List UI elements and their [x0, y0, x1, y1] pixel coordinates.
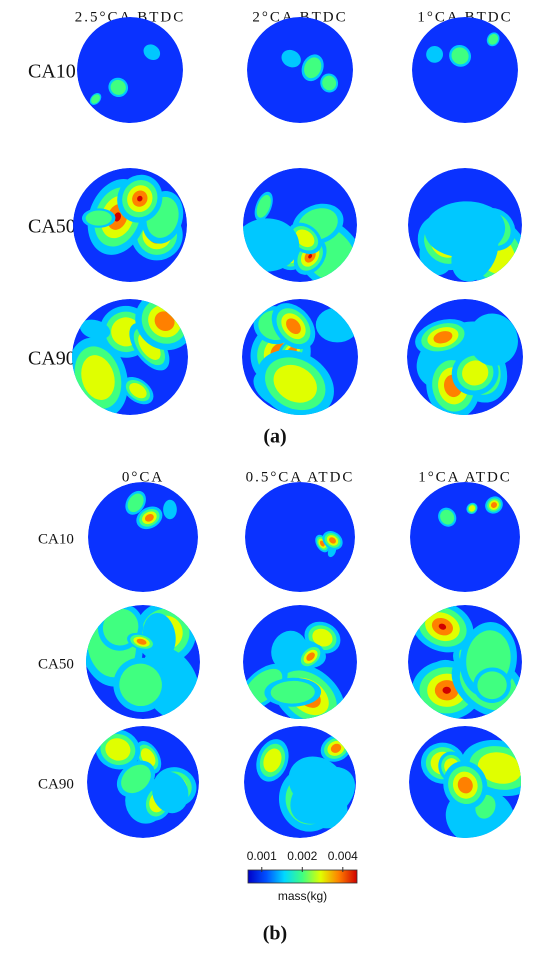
contour-blob — [440, 509, 455, 525]
contour-plot — [409, 726, 521, 838]
contour-blob — [426, 46, 444, 63]
domain-disc — [410, 482, 520, 592]
contour-blob — [129, 382, 147, 399]
contour-blob — [322, 75, 337, 91]
contour-blob — [477, 671, 507, 700]
panel-label: (a) — [263, 426, 286, 448]
contour-blob — [488, 33, 499, 45]
colorbar-title: mass(kg) — [278, 889, 327, 903]
contour-blob — [105, 738, 131, 761]
contour-blob — [304, 57, 322, 79]
contour-blob — [154, 311, 175, 332]
contour-plot — [243, 168, 357, 282]
contour-blob — [490, 502, 497, 508]
contour-blob — [110, 79, 126, 95]
contour-plot — [72, 299, 188, 415]
contour-blob — [144, 513, 154, 522]
contour-blob — [286, 318, 301, 335]
contour-blob — [295, 229, 315, 248]
contour-blob — [138, 333, 161, 360]
contour-blob — [424, 201, 506, 258]
contour-blob — [91, 94, 101, 104]
row-label: CA10 — [28, 61, 76, 83]
contour-blob — [136, 638, 147, 645]
contour-plot — [408, 168, 522, 282]
contour-blob — [438, 623, 447, 630]
row-label: CA90 — [38, 776, 74, 792]
contour-blob — [306, 652, 315, 661]
colorbar-tick-label: 0.001 — [247, 849, 277, 863]
colorbar-tick-label: 0.004 — [328, 849, 358, 863]
contour-plot — [244, 726, 356, 838]
contour-plot — [73, 168, 187, 282]
contour-blob — [85, 210, 112, 226]
contour-blob — [143, 44, 161, 61]
contour-blob — [281, 49, 301, 68]
domain-disc — [412, 17, 518, 123]
panel-label: (b) — [263, 923, 287, 945]
contour-plot — [87, 726, 199, 838]
contour-blob — [288, 756, 346, 810]
contour-blob — [477, 752, 521, 784]
contour-blob — [329, 537, 336, 544]
contour-blob — [442, 686, 451, 694]
row-label: CA10 — [38, 531, 74, 547]
contour-blob — [433, 331, 453, 344]
contour-blob — [152, 771, 189, 814]
colorbar-tick-label: 0.002 — [287, 849, 317, 863]
domain-disc — [247, 17, 353, 123]
contour-blob — [263, 748, 282, 773]
contour-blob — [468, 505, 476, 512]
contour-plot — [243, 605, 357, 719]
contour-blob — [457, 776, 473, 794]
row-label: CA90 — [28, 348, 76, 370]
contour-blob — [330, 743, 342, 753]
contour-blob — [113, 212, 122, 222]
contour-blob — [127, 493, 144, 513]
domain-disc — [77, 17, 183, 123]
column-header: 0°CA — [122, 469, 164, 485]
contour-plot — [247, 17, 353, 123]
contour-blob — [308, 254, 313, 259]
contour-blob — [256, 194, 271, 218]
column-header: 1°CA ATDC — [418, 469, 512, 485]
contour-plot — [407, 299, 523, 415]
contour-blob — [312, 628, 333, 647]
contour-blob — [273, 364, 317, 403]
contour-blob — [462, 360, 489, 386]
contour-plot — [408, 605, 522, 719]
row-label: CA50 — [28, 216, 76, 238]
contour-blob — [81, 355, 115, 400]
contour-plot — [412, 17, 518, 123]
contour-plot — [88, 482, 198, 592]
contour-blob — [451, 47, 469, 65]
contour-blob — [79, 319, 111, 340]
contour-plot — [242, 299, 358, 415]
contour-plot — [245, 482, 355, 592]
contour-plot — [410, 482, 520, 592]
column-header: 0.5°CA ATDC — [246, 469, 355, 485]
row-label: CA50 — [38, 656, 74, 672]
contour-blob — [119, 663, 162, 707]
contour-blob — [468, 313, 518, 366]
domain-disc — [245, 482, 355, 592]
contour-blob — [163, 499, 177, 520]
contour-plot — [86, 605, 200, 719]
contour-blob — [137, 195, 143, 202]
contour-plot — [77, 17, 183, 123]
contour-blob — [270, 680, 315, 704]
contour-blob — [243, 218, 300, 272]
contour-blob — [121, 764, 151, 794]
